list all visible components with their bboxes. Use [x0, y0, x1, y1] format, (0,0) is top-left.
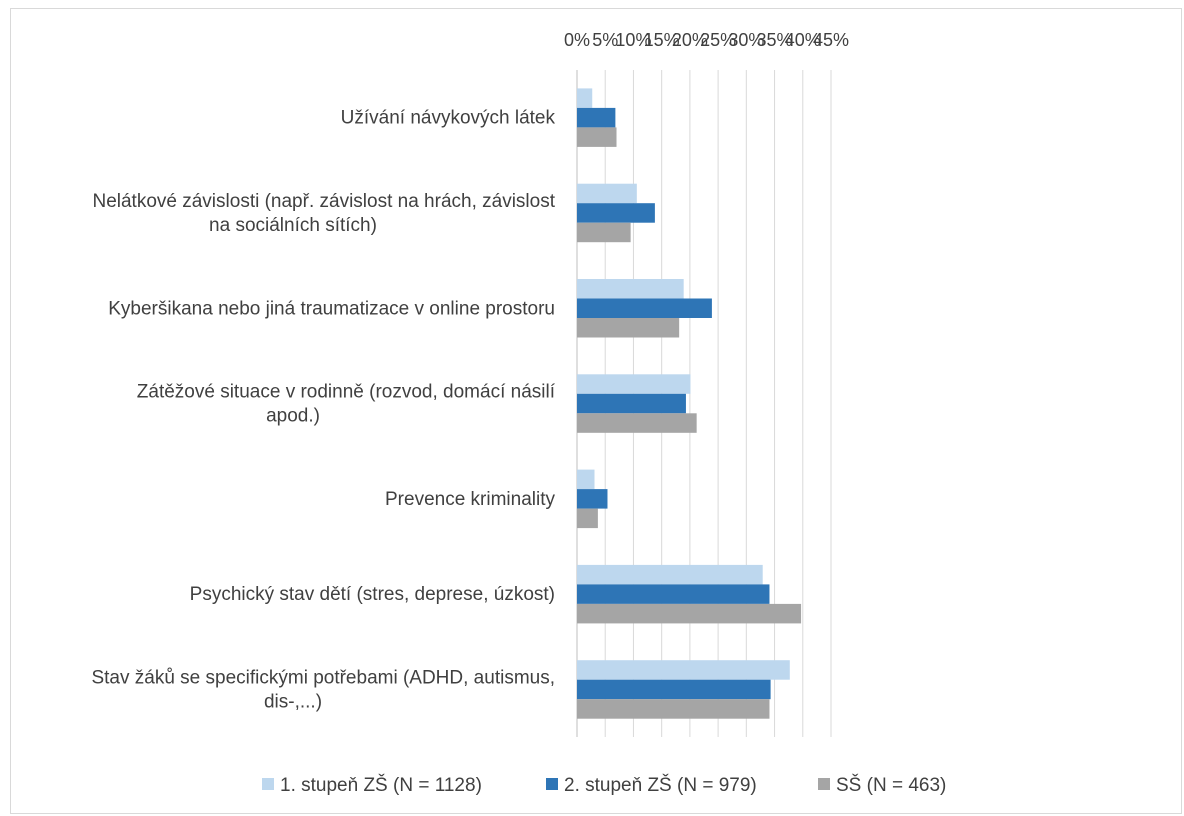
legend-label: 2. stupeň ZŠ (N = 979) — [564, 774, 757, 796]
bar — [577, 413, 697, 433]
category-label: Zátěžové situace v rodinně (rozvod, domá… — [137, 382, 556, 403]
x-tick-label: 5% — [592, 30, 618, 50]
bar — [577, 298, 712, 318]
bar — [577, 584, 770, 604]
category-label: Stav žáků se specifickými potřebami (ADH… — [91, 667, 555, 688]
bars — [577, 88, 802, 719]
bar — [577, 679, 771, 700]
bar — [577, 699, 770, 719]
bar — [577, 508, 598, 529]
bar — [577, 564, 763, 585]
bar — [577, 222, 631, 243]
legend-label: 1. stupeň ZŠ (N = 1128) — [280, 774, 482, 796]
bar — [577, 318, 680, 338]
bar — [577, 203, 655, 223]
x-tick-label: 15% — [644, 30, 680, 50]
category-labels: Užívání návykových látek Nelátkové závisl… — [91, 108, 555, 713]
x-tick-label: 35% — [757, 30, 793, 50]
bar — [577, 393, 686, 414]
bar — [577, 660, 790, 680]
category-label: Psychický stav dětí (stres, deprese, úzk… — [190, 584, 555, 605]
category-label: Nelátkové závislosti (např. závislost na… — [92, 191, 555, 212]
legend-label: SŠ (N = 463) — [836, 774, 946, 796]
bar — [577, 279, 684, 299]
legend-swatch — [262, 778, 274, 790]
bar — [577, 489, 608, 509]
chart-frame — [10, 8, 1182, 814]
x-tick-label: 0% — [564, 30, 590, 50]
x-tick-label: 40% — [785, 30, 821, 50]
legend-swatch — [546, 778, 558, 790]
x-tick-label: 10% — [615, 30, 651, 50]
category-label: Prevence kriminality — [385, 489, 555, 510]
x-tick-label: 30% — [728, 30, 764, 50]
x-tick-label: 20% — [672, 30, 708, 50]
category-label: dis-,...) — [264, 691, 322, 712]
x-tick-label: 25% — [700, 30, 736, 50]
bar — [577, 183, 637, 204]
gridlines — [576, 70, 832, 737]
x-axis-ticks: 0% 5%10%15%20%25%30%35%40%45% — [564, 30, 849, 50]
bar — [577, 603, 802, 624]
legend-swatch — [818, 778, 830, 790]
bar — [577, 107, 616, 128]
x-tick-label: 45% — [813, 30, 849, 50]
bar — [577, 374, 691, 394]
category-label: Užívání návykových látek — [341, 108, 556, 129]
legend: 1. stupeň ZŠ (N = 1128) 2. stupeň ZŠ (N =… — [262, 774, 946, 796]
category-label: Kyberšikana nebo jiná traumatizace v onl… — [108, 298, 555, 319]
category-label: apod.) — [266, 406, 320, 427]
category-label: na sociálních sítích) — [209, 215, 377, 236]
bar — [577, 127, 617, 147]
bar — [577, 88, 593, 108]
bar — [577, 469, 595, 490]
